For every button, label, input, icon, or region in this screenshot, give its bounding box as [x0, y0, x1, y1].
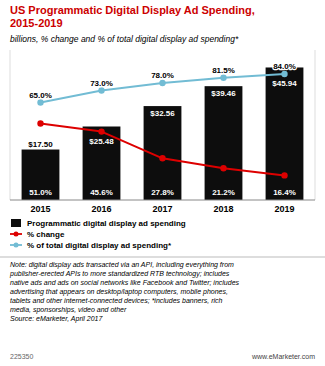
separator — [0, 257, 325, 258]
legend-marker — [14, 232, 19, 237]
bar — [22, 150, 60, 200]
line-label: 78.0% — [151, 71, 174, 80]
line — [41, 124, 285, 176]
note-line: advertising that appears on desktop/lapt… — [10, 288, 228, 296]
source-url: www.eMarketer.com — [251, 353, 315, 360]
x-axis-line — [10, 200, 315, 201]
note-line: publisher-erected APIs to more standardi… — [9, 270, 230, 278]
bar-label: $25.48 — [89, 137, 114, 146]
marker — [220, 165, 226, 171]
x-tick-label: 2017 — [152, 204, 172, 214]
note-line: Source: eMarketer, April 2017 — [10, 315, 103, 323]
x-tick-label: 2019 — [274, 204, 294, 214]
marker — [37, 120, 43, 126]
note-line: Note: digital display ads transacted via… — [10, 261, 234, 269]
note-line: native ads and ads on social networks li… — [10, 279, 240, 286]
marker — [281, 172, 287, 178]
title-line: US Programmatic Digital Display Ad Spend… — [10, 4, 255, 16]
x-tick-label: 2016 — [91, 204, 111, 214]
line-label: 21.2% — [212, 188, 235, 197]
y-axis-line — [10, 50, 11, 200]
bar — [205, 86, 243, 200]
y2-axis-line — [315, 50, 316, 200]
line-label: 45.6% — [90, 188, 113, 197]
bar-label: $39.46 — [211, 89, 236, 98]
data-labels: $17.50 $25.48 $32.56 $39.46 $45.94 51.0% 45.6%… — [28, 62, 297, 197]
legend-label: Programmatic digital display ad spending — [27, 219, 186, 228]
bar — [266, 67, 304, 200]
marker — [159, 80, 165, 86]
line-label: 84.0% — [273, 62, 296, 71]
chart: US Programmatic Digital Display Ad Spend… — [0, 0, 325, 366]
marker — [220, 75, 226, 81]
legend-marker — [14, 243, 19, 248]
bar-label: $17.50 — [28, 140, 53, 149]
line-label: 73.0% — [90, 79, 113, 88]
legend-label: % change — [27, 230, 65, 239]
source-id: 225350 — [10, 353, 33, 360]
legend: Programmatic digital display ad spending… — [10, 219, 186, 250]
line-label: 65.0% — [29, 91, 52, 100]
legend-swatch — [11, 219, 21, 227]
note: Note: digital display ads transacted via… — [9, 261, 240, 323]
bar-label: $45.94 — [272, 79, 297, 88]
legend-label: % of total digital display ad spending* — [27, 241, 172, 250]
marker — [98, 87, 104, 93]
title-line: 2015-2019 — [10, 17, 63, 29]
background — [0, 0, 325, 366]
line-label: 27.8% — [151, 188, 174, 197]
marker — [281, 71, 287, 77]
marker — [98, 128, 104, 134]
line-label: 81.5% — [212, 66, 235, 75]
note-line: tablets and other internet-connected dev… — [10, 297, 223, 304]
line-label: 51.0% — [29, 188, 52, 197]
x-tick-label: 2015 — [30, 204, 50, 214]
title: US Programmatic Digital Display Ad Spend… — [10, 4, 255, 29]
subtitle: billions, % change and % of total digita… — [10, 34, 239, 44]
line-label: 16.4% — [273, 188, 296, 197]
marker — [159, 155, 165, 161]
marker — [37, 99, 43, 105]
plot-area — [22, 67, 304, 200]
x-tick-label: 2018 — [213, 204, 233, 214]
bar-label: $32.56 — [150, 109, 175, 118]
note-line: media, sponsorships, video and other — [10, 306, 127, 314]
